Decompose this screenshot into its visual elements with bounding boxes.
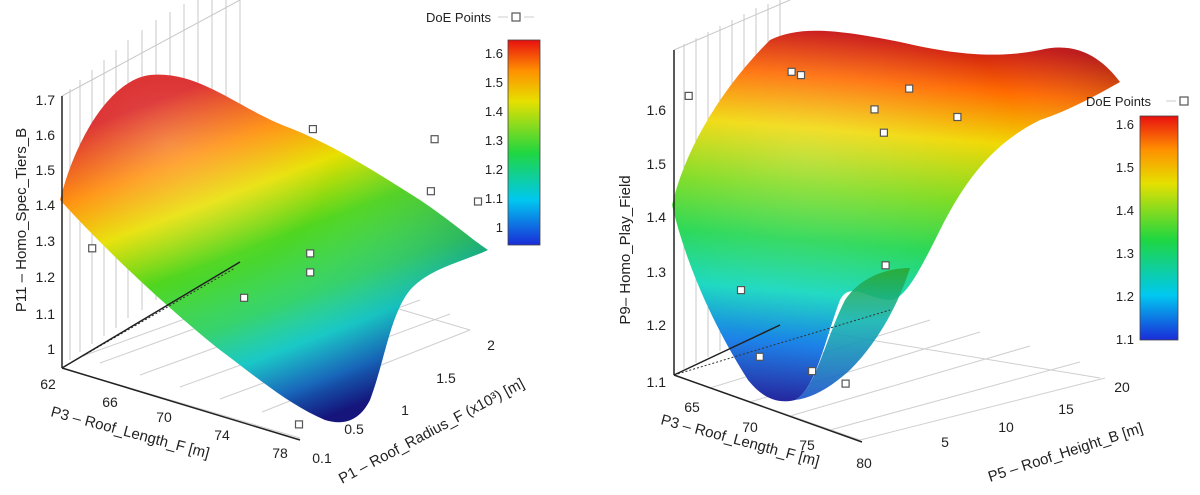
doe-point (879, 128, 888, 137)
y-tick-label: 0.1 (312, 450, 332, 466)
z-tick-label: 1.2 (647, 317, 667, 333)
colorbar-tick: 1.2 (1116, 289, 1134, 304)
right-surface-chart: 1.1 1.2 1.3 1.4 1.5 1.6 65 70 75 80 5 10… (617, 0, 1189, 486)
colorbar-tick: 1.5 (485, 75, 503, 90)
colorbar-tick: 1.1 (485, 191, 503, 206)
doe-point (755, 352, 764, 361)
doe-point (736, 286, 746, 295)
z-tick-label: 1.6 (647, 102, 667, 118)
x-tick-label: 74 (214, 427, 230, 443)
z-tick-label: 1.5 (36, 162, 56, 178)
doe-point (294, 420, 304, 429)
floor-diagonal (673, 309, 891, 376)
doe-point (905, 84, 914, 93)
doe-point (881, 261, 890, 270)
x-tick-label: 62 (40, 376, 56, 392)
z-tick-label: 1.2 (36, 269, 56, 285)
left-chart-panel: 1 1.1 1.2 1.3 1.4 1.5 1.6 1.7 62 66 70 7… (13, 0, 541, 488)
right-chart-panel: 1.1 1.2 1.3 1.4 1.5 1.6 65 70 75 80 5 10… (600, 0, 1200, 495)
doe-point (796, 70, 806, 80)
doe-point (306, 249, 315, 258)
z-axis-label: P11 – Homo_Spec_Tiers_B (13, 128, 30, 312)
z-tick-label: 1.6 (36, 127, 56, 143)
x-tick-label: 65 (684, 399, 700, 415)
doe-point (808, 367, 817, 376)
z-tick-label: 1.1 (36, 306, 56, 322)
colorbar-tick: 1 (496, 220, 503, 235)
colorbar: 1.1 1.2 1.3 1.4 1.5 1.6 (1116, 115, 1179, 347)
colorbar: 1 1.1 1.2 1.3 1.4 1.5 1.6 (485, 39, 541, 246)
z-tick-label: 1 (47, 341, 55, 357)
doe-point (306, 268, 315, 277)
doe-point (426, 187, 435, 196)
colorbar-tick: 1.4 (1116, 203, 1134, 218)
doe-point (430, 135, 439, 144)
y-tick-label: 0.5 (344, 421, 364, 437)
colorbar-tick: 1.1 (1116, 332, 1134, 347)
x-axis-ticks: 62 66 70 74 78 (40, 376, 288, 461)
floor-back-edge (61, 261, 241, 369)
y-tick-label: 5 (941, 434, 949, 450)
z-tick-label: 1.3 (36, 233, 56, 249)
x-tick-label: 66 (102, 394, 118, 410)
x-axis-label: P3 – Roof_Length_F [m] (659, 411, 821, 470)
legend: DoE Points (426, 10, 534, 25)
x-axis-line (61, 367, 301, 441)
z-tick-label: 1.5 (647, 156, 667, 172)
doe-point (88, 244, 97, 253)
z-axis-ticks: 1.1 1.2 1.3 1.4 1.5 1.6 (647, 102, 667, 390)
x-tick-label: 80 (856, 455, 872, 471)
surface-front-fold (795, 268, 910, 400)
y-tick-label: 1 (401, 402, 409, 418)
z-tick-label: 1.4 (647, 209, 667, 225)
doe-point (684, 91, 693, 101)
colorbar-tick: 1.2 (485, 162, 503, 177)
x-tick-label: 78 (272, 445, 288, 461)
x-axis-label: P3 – Roof_Length_F [m] (49, 403, 211, 462)
y-axis-ticks: 5 10 15 20 (941, 379, 1130, 450)
legend-marker (1179, 96, 1189, 106)
legend-marker (511, 12, 521, 22)
doe-points (684, 67, 962, 388)
y-tick-label: 2 (487, 337, 495, 353)
floor-back-edge (673, 324, 781, 376)
y-tick-label: 15 (1058, 401, 1074, 417)
legend-label: DoE Points (1086, 94, 1152, 109)
doe-point (473, 197, 483, 206)
z-axis-label: P9– Homo_Play_Field (617, 175, 634, 324)
z-axis-ticks: 1 1.1 1.2 1.3 1.4 1.5 1.6 1.7 (36, 92, 56, 357)
doe-point (841, 379, 850, 388)
y-tick-label: 1.5 (436, 370, 456, 386)
x-axis-ticks: 65 70 75 80 (684, 399, 872, 471)
legend-label: DoE Points (426, 10, 492, 25)
y-axis-ticks: 0.1 0.5 1 1.5 2 (312, 337, 495, 466)
doe-points (88, 124, 483, 429)
x-tick-label: 75 (799, 437, 815, 453)
x-tick-label: 70 (156, 409, 172, 425)
y-tick-label: 20 (1114, 379, 1130, 395)
doe-point (787, 67, 796, 76)
x-axis-line (673, 374, 863, 443)
colorbar-gradient (1139, 115, 1179, 341)
z-tick-label: 1.1 (647, 374, 667, 390)
z-tick-label: 1.4 (36, 197, 56, 213)
left-surface-chart: 1 1.1 1.2 1.3 1.4 1.5 1.6 1.7 62 66 70 7… (13, 0, 541, 488)
colorbar-tick: 1.6 (1116, 117, 1134, 132)
colorbar-tick: 1.3 (485, 133, 503, 148)
doe-point (953, 112, 962, 122)
doe-point (870, 105, 879, 114)
legend: DoE Points (1086, 94, 1189, 109)
colorbar-tick: 1.3 (1116, 246, 1134, 261)
colorbar-tick: 1.5 (1116, 160, 1134, 175)
colorbar-tick: 1.4 (485, 104, 503, 119)
doe-point (240, 293, 249, 302)
colorbar-gradient (507, 39, 541, 246)
colorbar-tick: 1.6 (485, 46, 503, 61)
y-tick-label: 10 (998, 419, 1014, 435)
z-tick-label: 1.7 (36, 92, 56, 108)
doe-point (308, 124, 317, 134)
x-tick-label: 70 (742, 419, 758, 435)
z-tick-label: 1.3 (647, 264, 667, 280)
